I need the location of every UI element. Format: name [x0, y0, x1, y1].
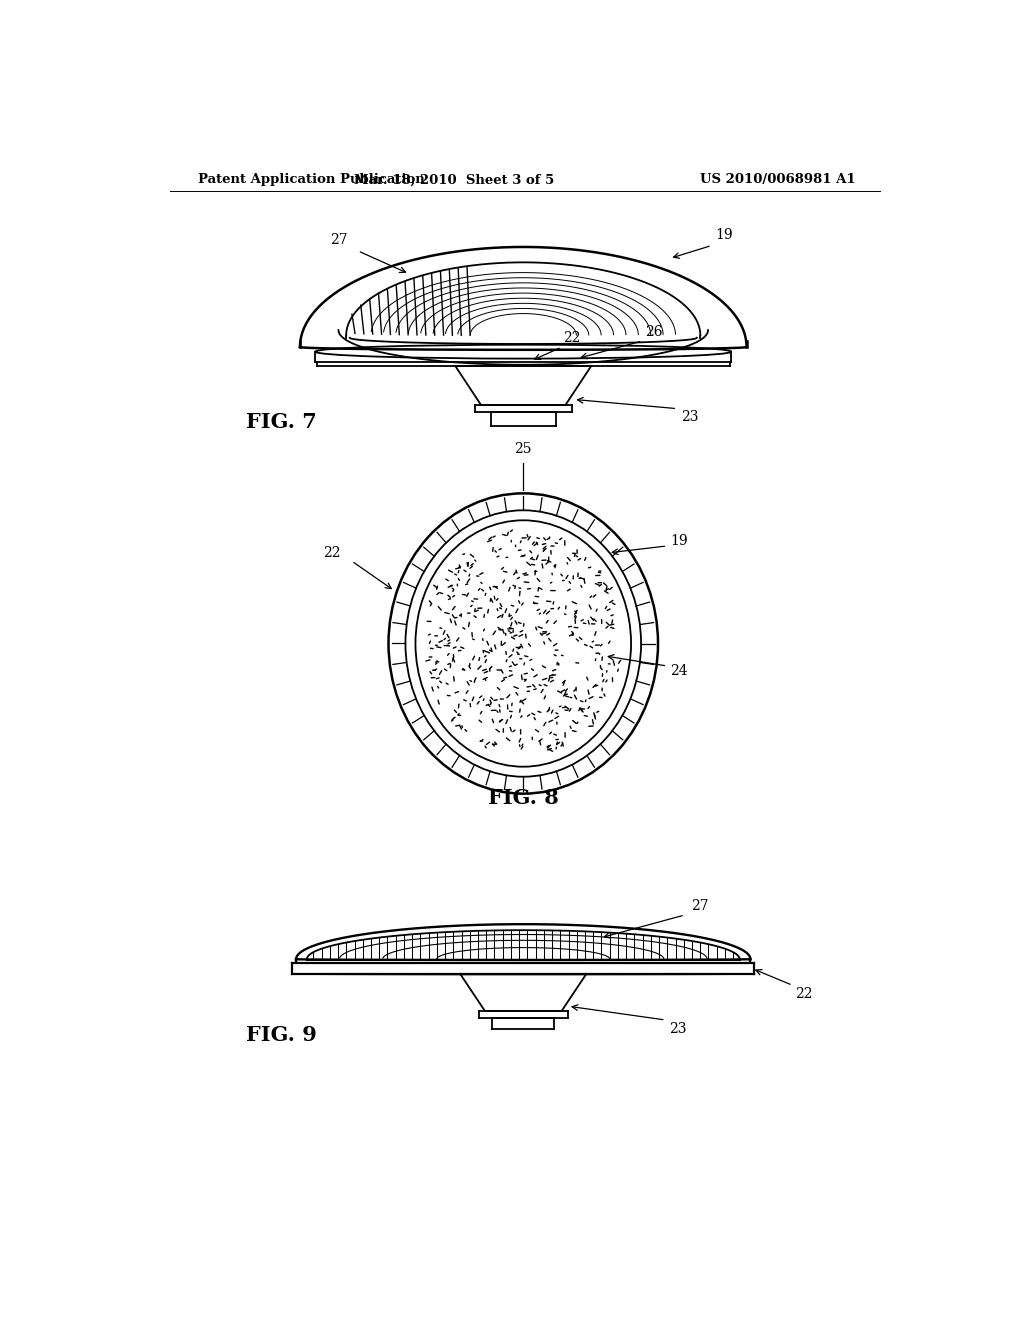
Text: 19: 19 — [671, 535, 688, 548]
Text: FIG. 8: FIG. 8 — [487, 788, 559, 808]
Text: 27: 27 — [691, 899, 709, 913]
Text: Mar. 18, 2010  Sheet 3 of 5: Mar. 18, 2010 Sheet 3 of 5 — [354, 173, 554, 186]
Text: FIG. 9: FIG. 9 — [246, 1024, 317, 1044]
Text: 26: 26 — [645, 325, 663, 339]
Text: 23: 23 — [681, 411, 698, 424]
Ellipse shape — [388, 494, 658, 793]
Text: 22: 22 — [795, 987, 813, 1001]
Ellipse shape — [406, 511, 641, 776]
Ellipse shape — [315, 345, 731, 359]
Text: FIG. 7: FIG. 7 — [246, 412, 316, 432]
Text: 25: 25 — [514, 442, 532, 457]
Text: US 2010/0068981 A1: US 2010/0068981 A1 — [700, 173, 856, 186]
Text: 19: 19 — [716, 228, 733, 243]
Text: 24: 24 — [671, 664, 688, 677]
Text: 22: 22 — [563, 331, 581, 345]
Text: 22: 22 — [324, 546, 341, 561]
Ellipse shape — [416, 520, 631, 767]
Text: 27: 27 — [330, 232, 348, 247]
Text: 23: 23 — [670, 1022, 687, 1036]
Text: Patent Application Publication: Patent Application Publication — [199, 173, 425, 186]
